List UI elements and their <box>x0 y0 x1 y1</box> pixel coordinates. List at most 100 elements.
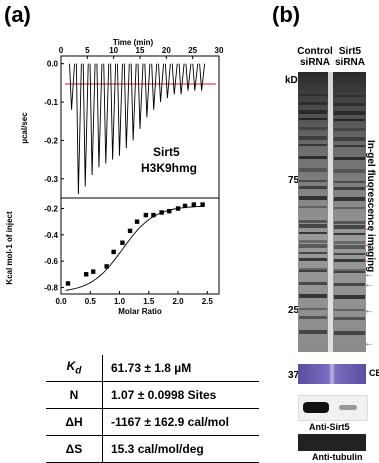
lane-control-line2: siRNA <box>299 57 330 68</box>
parameter-row: Kd 61.73 ± 1.8 µM <box>46 355 259 382</box>
x-tick-label: 2.5 <box>202 297 214 306</box>
gel-band <box>334 119 365 121</box>
gel-band <box>299 127 327 130</box>
injection-peak <box>192 63 199 91</box>
gel-band <box>334 137 365 141</box>
gel-band <box>334 169 365 173</box>
x-tick-label: 5 <box>85 46 90 55</box>
gel-band <box>334 157 365 160</box>
lane-sirt5-line1: Sirt5 <box>338 46 362 57</box>
gel-band <box>334 245 365 249</box>
gel-band <box>334 181 365 183</box>
gel-band <box>334 187 365 190</box>
gel-band <box>299 258 327 261</box>
gel-band <box>299 294 327 298</box>
injection-peak <box>137 63 144 129</box>
injection-peak <box>82 63 89 187</box>
data-point <box>191 202 197 207</box>
injection-peak <box>69 63 75 110</box>
gel-band <box>299 220 327 223</box>
western-label: Anti-Sirt5 <box>309 422 350 432</box>
data-point <box>167 208 172 214</box>
gel-band <box>299 186 327 189</box>
y-tick-label: -0.8 <box>44 283 58 292</box>
gel-band <box>299 316 327 319</box>
cb-label: CB <box>369 368 379 378</box>
injection-peak <box>164 63 171 99</box>
tubulin-label: Anti-tubulin <box>312 452 363 462</box>
band-arrow: ← <box>364 338 374 349</box>
gel-band <box>299 308 327 310</box>
x-tick-label: 15 <box>136 46 145 55</box>
gel-band <box>334 259 365 262</box>
gel-band <box>334 207 365 209</box>
gel-band <box>299 168 327 172</box>
top-y-ticks: 0.0 -0.1 -0.2 -0.3 <box>44 60 64 184</box>
y-tick-label: -0.4 <box>44 231 58 240</box>
x-tick-label: 2.0 <box>172 297 184 306</box>
data-point <box>127 228 133 234</box>
sample-label-1: Sirt5 <box>153 145 180 159</box>
gel-band <box>334 283 365 286</box>
x-tick-label: 20 <box>162 46 171 55</box>
parameter-row: ΔH -1167 ± 162.9 cal/mol <box>46 408 259 436</box>
marker-37: 37 <box>288 370 300 381</box>
data-point <box>143 212 149 218</box>
gel-band <box>299 244 327 248</box>
parameter-symbol: Kd <box>46 355 103 382</box>
gel-band <box>334 253 365 255</box>
gel-band <box>299 180 327 182</box>
data-point <box>83 272 89 277</box>
data-point <box>104 264 109 269</box>
marker-75: 75 <box>288 175 300 186</box>
x-tick-label: 10 <box>109 46 118 55</box>
data-point <box>111 249 116 255</box>
band-arrow: ← <box>364 223 374 234</box>
itc-binding-plot: 0.0 0.5 1.0 1.5 2.0 2.5 -0.2 -0.4 -0.6 -0.8 Mola… <box>5 197 220 316</box>
band-arrow: ← <box>364 305 374 316</box>
gel-band <box>334 331 365 335</box>
band-arrow: ← <box>364 255 374 266</box>
injection-peak <box>144 63 151 118</box>
lane-control-line1: Control <box>297 46 333 57</box>
gel-band <box>334 103 365 106</box>
data-point <box>182 203 188 209</box>
gel-band <box>299 206 327 208</box>
gel-band <box>299 330 327 334</box>
data-point <box>120 240 125 245</box>
gel-band <box>299 136 327 140</box>
data-point <box>200 202 205 207</box>
data-point <box>90 269 96 274</box>
sirt5-band-control <box>303 402 329 413</box>
lane-sirt5-label: Sirt5 siRNA <box>332 46 368 68</box>
y-tick-label: -0.2 <box>44 205 58 214</box>
injection-peak <box>178 63 185 95</box>
side-label: In-gel fluorescence imaging <box>365 140 376 273</box>
top-ylabel: µcal/sec <box>20 112 29 144</box>
fit-curve <box>65 205 205 291</box>
data-point <box>159 210 164 215</box>
gel-band <box>334 197 365 201</box>
injection-peak <box>130 63 137 141</box>
injection-peak <box>96 63 103 168</box>
x-tick-label: 1.5 <box>143 297 155 306</box>
x-tick-label: 30 <box>215 46 224 55</box>
y-tick-label: -0.6 <box>44 257 58 266</box>
data-point <box>134 219 140 224</box>
x-tick-label: 25 <box>188 46 197 55</box>
sample-label-2: H3K9hmg <box>141 161 197 175</box>
binding-points <box>65 202 205 286</box>
injection-peak <box>151 63 158 110</box>
gel-band <box>299 268 327 272</box>
parameter-symbol: N <box>46 381 103 409</box>
gel-band <box>299 240 327 243</box>
panel-a-label: (a) <box>4 2 31 27</box>
gel-band <box>334 309 365 311</box>
band-arrow: ← <box>364 180 374 191</box>
data-point <box>175 206 181 211</box>
x-tick-label: 1.0 <box>114 297 126 306</box>
itc-raw-plot: Time (min) 0 5 10 15 20 25 30 0.0-0.1-0.2-0.3 … <box>20 38 224 199</box>
y-tick-label: -0.1 <box>44 98 58 107</box>
injection-peak <box>75 63 82 195</box>
gel-band <box>334 225 365 229</box>
